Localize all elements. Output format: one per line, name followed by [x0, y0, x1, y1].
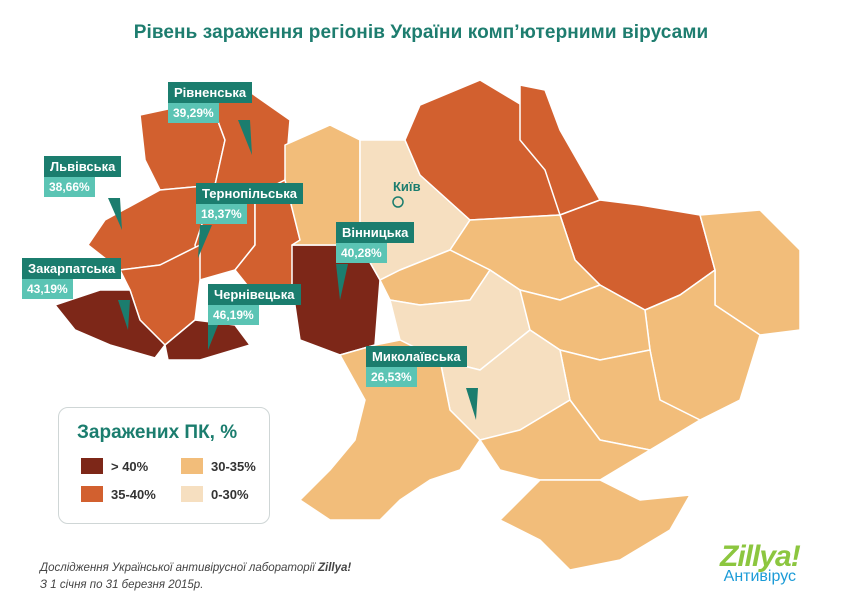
callout-zakarpattia-name: Закарпатська [22, 258, 122, 279]
callout-pointer-mykolaiv [466, 388, 478, 420]
legend-swatch [181, 486, 203, 502]
callout-mykolaiv-name: Миколаївська [366, 346, 467, 367]
footer-line-1: Дослідження Української антивірусної лаб… [40, 560, 351, 577]
zillya-logo: Zillya! Антивірус [720, 540, 801, 586]
callout-pointer-ternopil [198, 225, 212, 258]
logo-brand: Zillya! [720, 540, 801, 573]
callout-zakarpattia: Закарпатська 43,19% [22, 258, 122, 299]
callout-lviv: Львівська 38,66% [44, 156, 122, 197]
callout-pointer-chernivtsi [208, 320, 220, 350]
callout-mykolaiv-value: 26,53% [366, 367, 417, 387]
legend-item-0-30: 0-30% [181, 486, 249, 502]
region-kherson[interactable] [479, 399, 651, 481]
footer-brand: Zillya! [317, 562, 352, 574]
legend-item-35-40: 35-40% [81, 486, 156, 502]
legend-label: > 40% [111, 458, 149, 474]
callout-pointer-zakarpattia [118, 300, 130, 330]
footer-text: Дослідження Української антивірусної лаб… [40, 562, 318, 574]
callout-mykolaiv: Миколаївська 26,53% [366, 346, 467, 387]
callout-lviv-name: Львівська [44, 156, 122, 177]
footer-line-2: З 1 січня по 31 березня 2015р. [40, 579, 204, 591]
callout-chernivtsi: Чернівецька 46,19% [208, 284, 301, 325]
legend-item-gt40: > 40% [81, 458, 148, 474]
callout-pointer-rivne [238, 120, 252, 155]
legend-label: 0-30% [211, 486, 249, 502]
legend: Заражених ПК, % > 40% 30-35% 35-40% 0-30… [58, 407, 270, 524]
callout-ternopil-name: Тернопільська [196, 183, 303, 204]
region-chernivtsi[interactable] [164, 319, 251, 361]
kyiv-city-marker [392, 196, 404, 208]
callout-lviv-value: 38,66% [44, 177, 95, 197]
callout-pointer-lviv [108, 198, 122, 230]
legend-swatch [81, 486, 103, 502]
legend-title: Заражених ПК, % [77, 422, 238, 443]
callout-vinnytsia-name: Вінницька [336, 222, 415, 243]
legend-label: 30-35% [211, 458, 256, 474]
callout-ternopil-value: 18,37% [196, 204, 247, 224]
callout-vinnytsia-value: 40,28% [336, 243, 387, 263]
map-title: Рівень зараження регіонів України комп’ю… [133, 22, 709, 43]
callout-chernivtsi-value: 46,19% [208, 305, 259, 325]
legend-item-30-35: 30-35% [181, 458, 256, 474]
callout-ternopil: Тернопільська 18,37% [196, 183, 303, 224]
callout-rivne-name: Рівненська [168, 82, 253, 103]
logo-subtitle: Антивірус [723, 568, 797, 585]
legend-swatch [81, 458, 103, 474]
callout-vinnytsia: Вінницька 40,28% [336, 222, 415, 263]
region-crimea[interactable] [499, 479, 691, 571]
legend-label: 35-40% [111, 486, 156, 502]
callout-rivne: Рівненська 39,29% [168, 82, 253, 123]
callout-pointer-vinnytsia [336, 264, 348, 300]
callout-zakarpattia-value: 43,19% [22, 279, 73, 299]
callout-chernivtsi-name: Чернівецька [208, 284, 301, 305]
kyiv-label: Київ [393, 179, 421, 194]
footer-note: Дослідження Української антивірусної лаб… [40, 560, 351, 594]
legend-swatch [181, 458, 203, 474]
callout-rivne-value: 39,29% [168, 103, 219, 123]
